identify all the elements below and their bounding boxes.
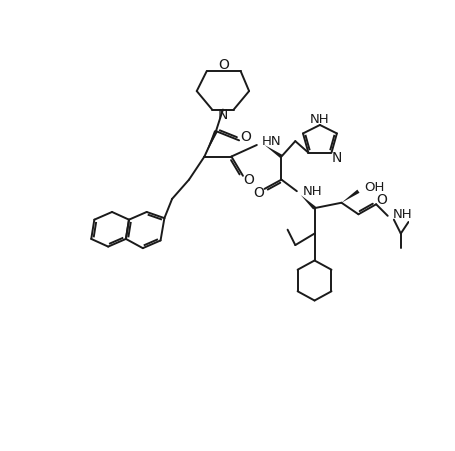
Text: NH: NH — [392, 208, 412, 221]
Text: O: O — [239, 130, 250, 144]
Text: O: O — [243, 173, 253, 188]
Text: O: O — [253, 186, 263, 200]
Text: O: O — [375, 193, 386, 207]
Text: O: O — [218, 58, 228, 72]
Polygon shape — [264, 145, 282, 158]
Text: NH: NH — [309, 113, 329, 126]
Text: N: N — [217, 108, 228, 122]
Polygon shape — [341, 189, 359, 203]
Text: HN: HN — [262, 135, 281, 147]
Text: N: N — [331, 151, 341, 165]
Polygon shape — [204, 130, 217, 156]
Polygon shape — [300, 195, 315, 210]
Text: NH: NH — [302, 184, 322, 198]
Text: OH: OH — [364, 181, 384, 194]
